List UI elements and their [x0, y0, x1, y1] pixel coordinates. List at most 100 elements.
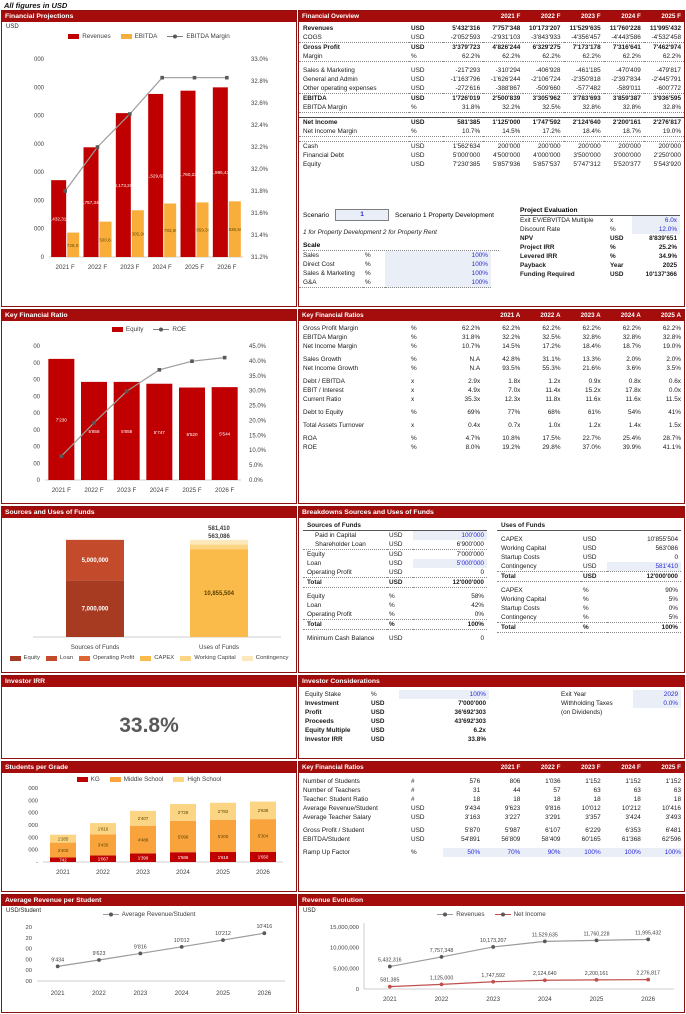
cell-value: 2'276'817 — [643, 117, 684, 127]
cell-value: 11.6x — [585, 396, 601, 403]
cell-value: 806 — [509, 778, 521, 785]
scenario-input[interactable]: 1 — [335, 209, 390, 221]
svg-text:2022 F: 2022 F — [88, 264, 107, 271]
cell-value[interactable]: 581'410 — [607, 562, 681, 571]
legend-swatch-icon — [68, 34, 80, 39]
svg-text:32.4%: 32.4% — [251, 123, 269, 129]
row-unit: % — [583, 587, 589, 594]
row-unit: x — [411, 378, 415, 385]
panel-key-financial-ratio: Key Financial Ratio Equity ROE 00 00 00 00 00… — [1, 309, 297, 504]
scenario-label: Scenario — [303, 211, 330, 219]
row-label: Number of Teachers — [303, 787, 361, 794]
row-unit: USD — [411, 814, 425, 821]
legend-swatch-icon — [79, 655, 90, 661]
svg-text:3,305,962: 3,305,962 — [128, 232, 149, 237]
svg-text:1'650: 1'650 — [258, 855, 269, 860]
cell-value[interactable]: 12.0% — [632, 225, 680, 234]
cell-value: 11.4x — [545, 387, 561, 394]
row-label: Equity Multiple — [305, 727, 351, 734]
svg-text:581,385: 581,385 — [380, 978, 399, 984]
section-header: Sources of Funds — [303, 521, 487, 531]
cell-value[interactable]: 100% — [603, 848, 644, 857]
row-label: CAPEX — [501, 587, 523, 594]
year-column-header: 2021 F — [500, 13, 521, 20]
cell-value: 3'859'387 — [603, 93, 644, 103]
panel-investor-irr: Investor IRR 33.8% — [1, 675, 297, 759]
row-unit: % — [411, 435, 417, 442]
svg-text:31.6%: 31.6% — [251, 211, 269, 217]
cell-value: 1.8x — [508, 378, 521, 385]
cell-value: 2'124'640 — [563, 117, 604, 127]
cell-value: 5'747'312 — [573, 161, 601, 168]
row-label: Sales & Marketing — [303, 270, 355, 277]
svg-text:32.6%: 32.6% — [251, 101, 269, 107]
legend-swatch-icon — [9, 655, 21, 661]
cell-value: 7.0x — [508, 387, 521, 394]
cell-value: 18.4% — [563, 127, 604, 137]
row-unit: % — [387, 619, 413, 630]
cell-value: 41% — [668, 409, 681, 416]
cell-value: 1.0x — [548, 422, 561, 429]
row-unit: USD — [610, 235, 624, 242]
svg-text:45.0%: 45.0% — [249, 344, 267, 350]
row-label: Total Assets Turnover — [303, 422, 365, 429]
cell-value: 32.8% — [643, 103, 684, 113]
row-label: Operating Profit — [307, 569, 352, 576]
panel-title: Investor IRR — [2, 676, 296, 687]
cell-value: 21.6% — [582, 365, 601, 372]
row-unit: % — [389, 611, 395, 618]
row-unit: USD — [371, 709, 385, 716]
cell-value[interactable]: 100% — [385, 260, 491, 269]
svg-text:2026: 2026 — [257, 990, 271, 997]
legend-swatch-icon — [173, 777, 185, 782]
cell-value: 10'137'366 — [645, 271, 677, 278]
legend-item: High School — [173, 776, 221, 783]
cell-value[interactable]: 100% — [385, 251, 491, 260]
cell-value: 58% — [471, 593, 484, 600]
cell-value: 3'424 — [625, 814, 641, 821]
cell-value[interactable]: 70% — [483, 848, 524, 857]
svg-text:9'816: 9'816 — [134, 944, 147, 950]
axis-unit-label: USD — [303, 908, 316, 914]
cell-value[interactable]: 2029 — [633, 690, 681, 699]
svg-text:10,173,207: 10,173,207 — [112, 183, 135, 188]
cell-value: 4.9x — [468, 387, 481, 394]
cell-value[interactable]: 90% — [523, 848, 564, 857]
cell-value: 1'125'000 — [483, 117, 524, 127]
svg-text:7,757,348: 7,757,348 — [81, 200, 102, 205]
cell-value: 0 — [480, 635, 484, 642]
svg-text:4'488: 4'488 — [138, 837, 149, 842]
cell-value[interactable]: 100% — [643, 848, 684, 857]
cell-value: 32.8% — [622, 334, 641, 341]
project-evaluation-section: Project Evaluation Exit EV/EBVITDA Multi… — [516, 207, 680, 279]
cell-value[interactable]: 100'000 — [413, 531, 487, 540]
cell-value[interactable]: 100% — [385, 269, 491, 278]
cell-value: 7'000'000 — [458, 700, 486, 707]
cell-value[interactable]: 100% — [385, 278, 491, 288]
row-unit: x — [610, 217, 614, 224]
cell-value: -461'185 — [575, 67, 601, 74]
cell-value[interactable]: 50% — [443, 848, 484, 857]
cell-value[interactable]: 6.0x — [632, 216, 680, 225]
cell-value[interactable]: 0.0% — [633, 699, 681, 708]
cell-value: 5'520'377 — [613, 161, 641, 168]
row-unit: USD — [610, 271, 624, 278]
row-unit: % — [581, 622, 607, 633]
row-unit: USD — [371, 736, 385, 743]
cell-value: 0.6x — [668, 378, 681, 385]
cell-value: 11.5x — [665, 396, 681, 403]
svg-text:1'586: 1'586 — [178, 855, 189, 860]
legend-swatch-icon — [241, 655, 253, 661]
svg-text:5'747: 5'747 — [154, 430, 166, 435]
svg-text:5,432,316: 5,432,316 — [48, 217, 69, 222]
cell-value: 5'987 — [504, 827, 521, 834]
cell-value[interactable]: 100% — [563, 848, 604, 857]
cell-value[interactable]: 100% — [399, 690, 489, 699]
row-label: Current Ratio — [303, 396, 342, 403]
svg-text:000: 000 — [28, 811, 38, 817]
sources_uses-svg: 7,000,000 5,000,000 Sources of Funds 10,855… — [33, 526, 281, 651]
svg-text:10,173,207: 10,173,207 — [480, 938, 507, 944]
cell-value: 19.0% — [643, 127, 684, 137]
cell-value[interactable]: 5'000'000 — [413, 559, 487, 568]
cell-value: -479'817 — [656, 67, 681, 74]
